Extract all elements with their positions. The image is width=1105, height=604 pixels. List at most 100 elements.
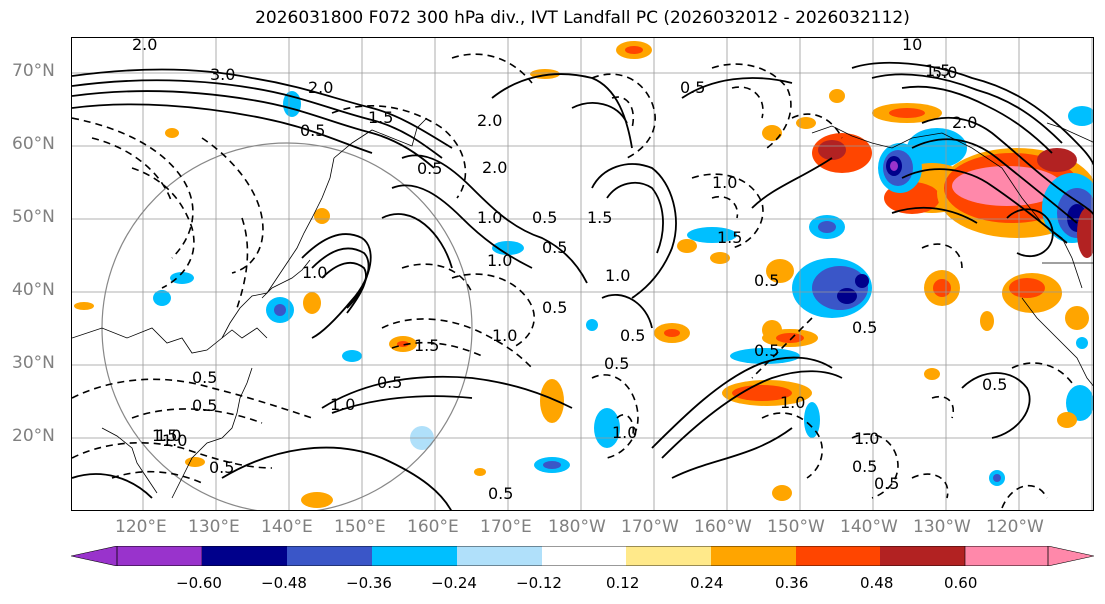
contour-label: 2.0: [477, 111, 502, 130]
contour-line: [322, 263, 366, 313]
lon-label: 120°E: [115, 517, 167, 537]
lat-label: 30°N: [12, 353, 55, 373]
contour-label: 2.0: [132, 38, 157, 54]
shade-patch: [165, 128, 179, 138]
contour-label: 1.0: [612, 423, 637, 442]
contour-label: 0.5: [680, 78, 705, 97]
contour-line: [602, 295, 652, 328]
shade-patch: [933, 279, 951, 297]
shade-patch: [301, 492, 333, 508]
contour-line: [402, 264, 472, 293]
shade-patch: [274, 304, 286, 316]
radius-circle: [102, 143, 472, 511]
shade-patch: [1009, 278, 1045, 298]
contour-label: 0.5: [982, 375, 1007, 394]
contour-label: 0.5: [488, 484, 513, 503]
contour-label: 1.5: [587, 208, 612, 227]
contour-line: [332, 106, 465, 198]
contour-label: 1.5: [717, 228, 742, 247]
shade-patch: [889, 108, 925, 118]
contour-line: [72, 91, 434, 168]
colorbar-tick-label: −0.24: [431, 574, 477, 592]
shade-patch: [314, 208, 330, 224]
lon-label: 150°W: [767, 517, 825, 537]
lon-label: 150°E: [334, 517, 386, 537]
contour-line: [452, 54, 532, 83]
contour-label: 0.5: [209, 458, 234, 477]
shade-patch: [829, 89, 845, 103]
colorbar-bin: [542, 546, 626, 566]
colorbar-bin: [457, 546, 542, 566]
lat-label: 70°N: [12, 61, 55, 81]
shade-patch: [993, 474, 1001, 482]
colorbar-bin: [711, 546, 796, 566]
contour-label: 1.0: [477, 208, 502, 227]
contour-line: [712, 64, 791, 148]
lon-label: 140°W: [840, 517, 898, 537]
shade-patch: [924, 368, 940, 380]
contour-label: 0.5: [754, 341, 779, 360]
contour-line: [732, 87, 763, 118]
contour-label: 1.5: [414, 336, 439, 355]
contour-line: [607, 183, 663, 253]
contour-line: [932, 397, 953, 418]
contour-line: [72, 118, 193, 258]
contour-line: [922, 244, 962, 268]
lon-label: 130°W: [913, 517, 971, 537]
map-panel: 2.0 3.0 2.0 1.5 0.5 0.5 2.0 2.0 1.0 0.5 …: [71, 37, 1094, 511]
shade-patch: [74, 302, 94, 310]
contour-line: [202, 138, 263, 273]
contour-line: [1002, 486, 1047, 508]
contour-label: 10: [902, 38, 922, 54]
lon-label: 170°W: [621, 517, 679, 537]
shade-patch: [543, 461, 561, 469]
contour-line: [237, 218, 247, 308]
colorbar-bin: [626, 546, 711, 566]
map-canvas: 2.0 3.0 2.0 1.5 0.5 0.5 2.0 2.0 1.0 0.5 …: [72, 38, 1094, 511]
coastline: [1047, 123, 1094, 143]
shade-patch: [796, 117, 816, 129]
shade-patch: [1065, 306, 1089, 330]
colorbar-tick-label: 0.60: [944, 574, 977, 592]
contour-label: 1.0: [854, 429, 879, 448]
contour-label: 1.0: [492, 326, 517, 345]
contour-label: 1.0: [780, 393, 805, 412]
contour-label: 0.5: [192, 396, 217, 415]
contour-label: 0.5: [192, 368, 217, 387]
colorbar-tick-label: −0.48: [261, 574, 307, 592]
colorbar-tick-label: −0.36: [346, 574, 392, 592]
shade-patch: [855, 274, 869, 288]
contour-line: [222, 448, 452, 511]
shade-patch: [625, 46, 643, 54]
shade-patch: [762, 125, 782, 141]
lon-label: 130°E: [188, 517, 240, 537]
lon-label: 160°E: [407, 517, 459, 537]
contour-line: [302, 234, 371, 338]
contour-label: 2.0: [952, 113, 977, 132]
colorbar-tick-label: −0.60: [176, 574, 222, 592]
colorbar-tick-label: 0.12: [606, 574, 639, 592]
colorbar: [71, 546, 1094, 566]
contour-label: 0.5: [754, 271, 779, 290]
lon-label: 160°W: [694, 517, 752, 537]
shade-patch: [342, 350, 362, 362]
colorbar-bin: [202, 546, 287, 566]
lat-label: 20°N: [12, 426, 55, 446]
contour-line: [912, 474, 948, 498]
lat-label: 40°N: [12, 280, 55, 300]
contour-line: [752, 158, 832, 208]
contour-label: 0.5: [377, 373, 402, 392]
contour-label-group: 2.0 3.0 2.0 1.5 0.5 0.5 2.0 2.0 1.0 0.5 …: [132, 38, 1007, 503]
contour-label: 1.0: [330, 395, 355, 414]
contour-label: 3.0: [210, 65, 235, 84]
shade-patch: [812, 266, 868, 310]
shade-patch: [1057, 412, 1077, 428]
shade-patch: [1068, 106, 1094, 126]
contour-label: 0.5: [874, 474, 899, 493]
colorbar-canvas: [71, 546, 1094, 566]
shade-patch: [890, 161, 898, 171]
colorbar-tick-label: −0.12: [516, 574, 562, 592]
shade-patch: [303, 292, 321, 314]
contour-label: 0.5: [532, 208, 557, 227]
contour-label: 0.5: [542, 298, 567, 317]
